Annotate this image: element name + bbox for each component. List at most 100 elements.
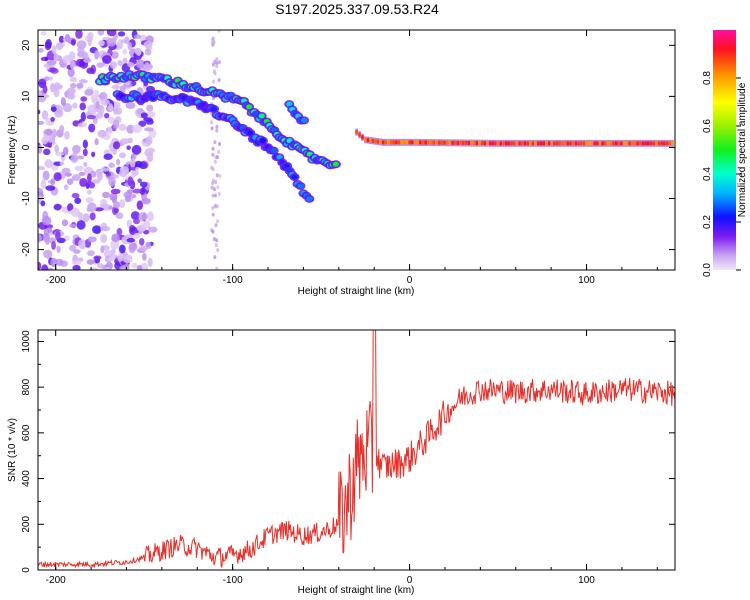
spectrogram-ridge-cell [633,141,637,146]
spectrogram-noise-cell [100,245,105,254]
snr-x-tick-label: -100 [223,575,243,586]
spectrogram-ridge-cell [620,141,623,146]
spectrogram-noise-cell [212,79,216,84]
spectrogram-ridge-cell [486,141,489,146]
spectrogram-noise-cell [134,47,142,55]
spectrogram-ridge-cell [306,196,313,202]
spectrogram-ridge-cell [614,141,618,146]
spectrogram-ridge-cell [483,141,487,146]
spectrogram-noise-cell [71,192,80,199]
spectrogram-noise-cell [108,162,116,168]
spectrogram-ridge-cell [387,140,390,145]
spectrogram-ridge-cell [512,141,516,146]
snr-frame [37,329,676,571]
spectrogram-ridge-cell [259,138,266,144]
spectrogram-noise-cell [108,256,116,262]
spectrogram-ridge-cell [617,141,621,146]
spectrogram-noise-cell [40,200,46,207]
spectrogram-noise-cell [112,119,120,130]
spectrogram-noise-cell [100,167,111,172]
spectrogram-noise-cell [53,172,62,182]
spectrogram-ridge-cell [427,140,430,145]
spectrogram-ridge-cell [596,141,599,146]
spectrogram-ridge-cell [515,141,519,146]
spectrogram-noise-cell [211,180,215,185]
spectrogram-noise-cell [215,124,219,129]
snr-y-tick-label: 800 [21,378,32,395]
spectrogram-ridge-cell [582,141,586,146]
spectrogram-noise-cell [94,138,99,146]
colorbar-tick-label: 0.4 [702,167,713,181]
spectrogram-noise-cell [50,257,58,268]
spectrogram-ridge-cell [421,140,425,145]
spectrogram-noise-cell [84,88,94,96]
spectrogram-ridge-cell [470,141,473,146]
spectrogram-noise-cell [214,179,218,184]
snr-x-tick-label: 0 [407,575,413,586]
spectrogram-ridge-cell [332,161,339,167]
spectrogram-ridge-cell [606,141,610,146]
spectrogram-y-tick-label: -20 [21,242,32,257]
spectrogram-noise-cell [217,30,221,33]
spectrogram-noise-cell [122,57,128,65]
spectrogram-noise-cell [71,260,82,266]
spectrogram-noise-cell [140,112,148,119]
snr-x-tick-label: -200 [46,575,66,586]
spectrogram-noise-cell [97,129,107,138]
spectrogram-noise-cell [88,181,96,189]
spectrogram-noise-cell [218,141,222,146]
spectrogram-ridge-cell [389,140,393,145]
spectrogram-noise-cell [98,93,107,99]
spectrogram-noise-cell [70,39,76,46]
spectrogram-noise-cell [118,124,127,131]
spectrogram-noise-cell [42,148,51,156]
spectrogram-ridge-cell [593,141,596,146]
spectrogram-noise-cell [45,185,56,191]
spectrogram-noise-cell [44,159,53,169]
spectrogram-ridge-cell [491,141,495,146]
chart-title: S197.2025.337.09.53.R24 [275,1,439,17]
spectrogram-noise-cell [69,82,77,89]
spectrogram-noise-cell [87,202,97,213]
spectrogram-noise-cell [132,188,142,194]
colorbar-label: Normalized spectral amplitude [737,82,748,217]
spectrogram-x-tick-label: -200 [46,275,66,286]
spectrogram-ridge-cell [601,141,605,146]
spectrogram-ridge-cell [301,117,308,123]
spectrogram-noise-cell [137,178,142,184]
spectrogram-noise-cell [213,140,217,145]
spectrogram-noise-cell [142,220,151,229]
spectrogram-noise-cell [73,249,81,254]
spectrogram-noise-cell [80,111,86,122]
snr-x-axis-label: Height of straight line (km) [298,585,415,596]
spectrogram-noise-cell [77,122,88,128]
spectrogram-ridge-cell [668,141,672,146]
spectrogram-noise-cell [62,146,69,156]
spectrogram-ridge-cell [612,141,615,146]
colorbar-tick-label: 0.0 [702,263,713,277]
spectrogram-ridge-cell [555,141,559,146]
spectrogram-ridge-cell [445,140,449,145]
spectrogram-noise-cell [111,233,120,243]
spectrogram-cells [38,30,674,270]
spectrogram-x-tick-label: 100 [578,275,595,286]
spectrogram-noise-cell [110,248,116,255]
spectrogram-noise-cell [60,97,66,107]
spectrogram-noise-cell [86,114,96,120]
spectrogram-noise-cell [98,104,105,115]
spectrogram-ridge-cell [644,141,647,146]
spectrogram-noise-cell [111,51,119,60]
colorbar-tick-label: 0.8 [702,71,713,85]
spectrogram-ridge-cell [416,140,420,145]
spectrogram-ridge-cell [403,140,406,145]
spectrogram-noise-cell [210,41,214,46]
spectrogram-noise-cell [211,212,215,217]
spectrogram-ridge-cell [534,141,537,146]
spectrogram-noise-cell [138,120,147,127]
spectrogram-noise-cell [102,191,110,199]
spectrogram-ridge-cell [408,140,411,145]
spectrogram-noise-cell [58,35,65,43]
spectrogram-noise-cell [213,203,217,208]
spectrogram-noise-cell [110,188,121,195]
spectrogram-noise-cell [133,218,140,225]
